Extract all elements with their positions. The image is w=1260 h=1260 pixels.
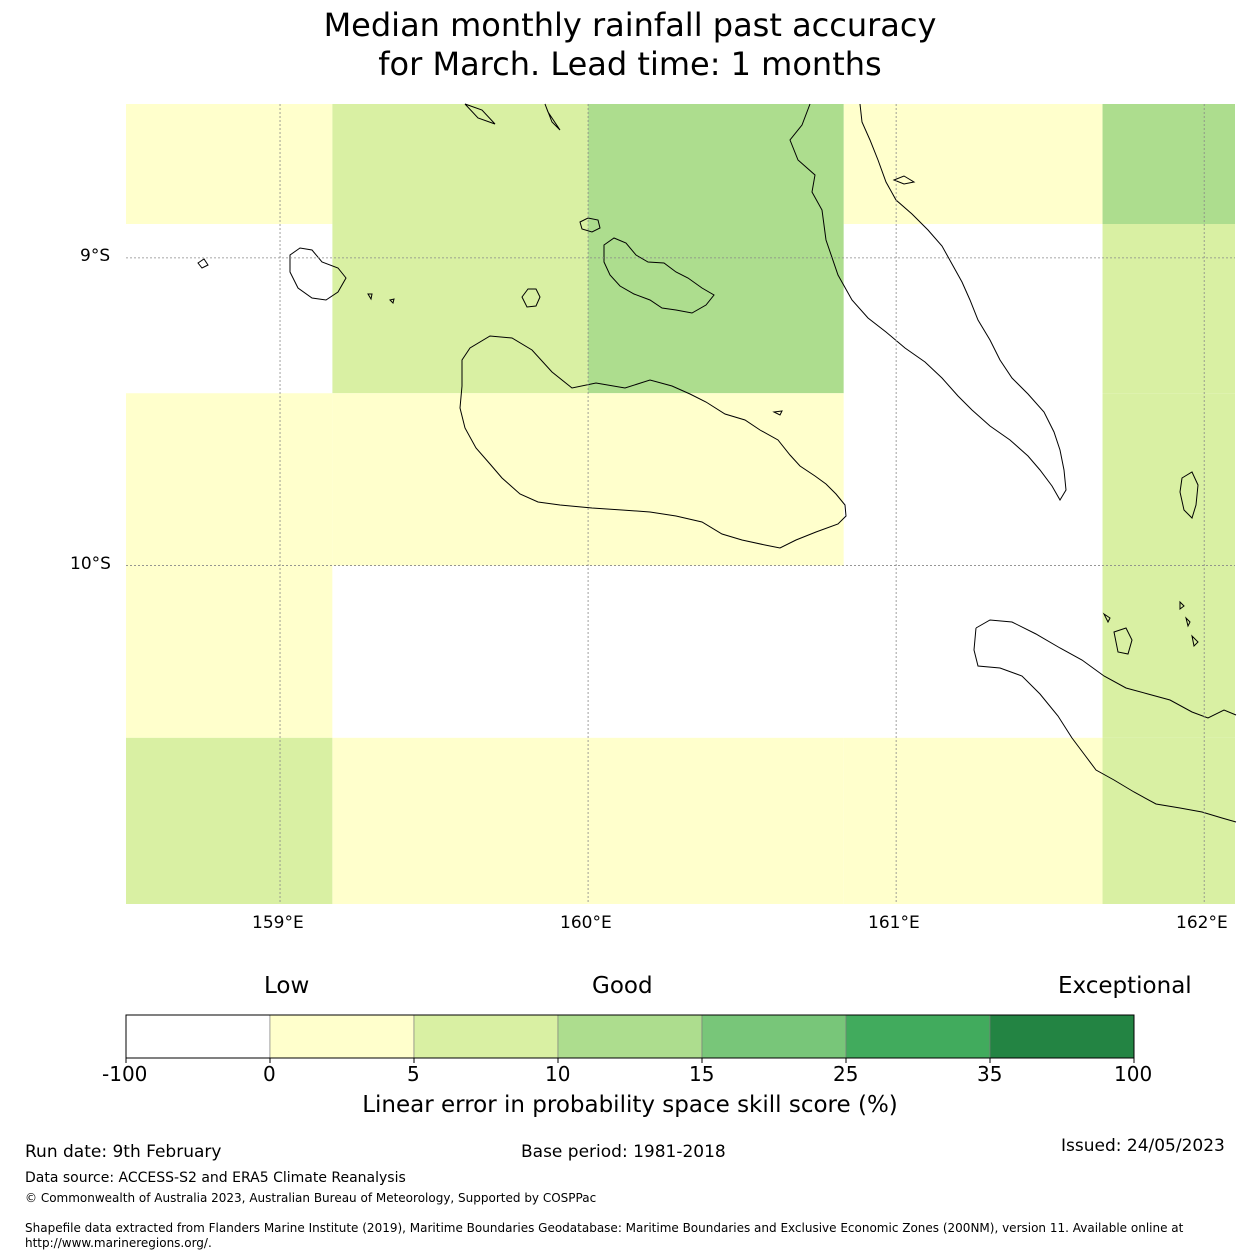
grid-cell xyxy=(126,393,333,566)
grid-cell xyxy=(332,393,589,566)
coastline-makira xyxy=(975,619,1237,719)
grid-cell xyxy=(588,565,844,738)
colorbar-bin xyxy=(413,1014,559,1059)
grid-cell xyxy=(126,737,333,904)
colorbar-tick: 100 xyxy=(1114,1062,1153,1086)
issued-date: Issued: 24/05/2023 xyxy=(1061,1136,1225,1156)
shapefile-credit: Shapefile data extracted from Flanders M… xyxy=(25,1221,1184,1250)
grid-cell xyxy=(1102,565,1235,738)
legend-category-good: Good xyxy=(592,973,653,999)
coastline-small-isle-2 xyxy=(1113,627,1133,655)
colorbar-tick: -100 xyxy=(102,1062,148,1086)
map-svg xyxy=(126,103,1237,904)
colorbar-tick: 15 xyxy=(689,1062,715,1086)
coastline-west-isle xyxy=(197,258,209,269)
coastline-ulawa xyxy=(1179,471,1199,519)
lon-label-159e: 159°E xyxy=(252,913,304,933)
lat-label-10s: 10°S xyxy=(70,554,111,574)
colorbar-border xyxy=(125,1014,1135,1059)
coastline-savo-island xyxy=(521,288,541,308)
data-source: Data source: ACCESS-S2 and ERA5 Climate … xyxy=(25,1170,406,1186)
colorbar-bin xyxy=(557,1014,703,1059)
skill-grid xyxy=(126,104,1235,904)
coastline-florida-islands xyxy=(603,237,715,314)
grid-cell xyxy=(332,565,589,738)
coastline-guadalcanal xyxy=(459,335,847,549)
lon-label-161e: 161°E xyxy=(868,913,920,933)
coastlines xyxy=(197,103,1237,823)
colorbar-tick: 10 xyxy=(545,1062,571,1086)
colorbar-bin xyxy=(989,1014,1135,1059)
colorbar-tick: 5 xyxy=(407,1062,420,1086)
coastline-malaita-west xyxy=(789,103,1067,501)
colorbar-tick: 25 xyxy=(833,1062,859,1086)
legend-category-low: Low xyxy=(264,973,310,999)
colorbar-bin xyxy=(701,1014,847,1059)
graticule xyxy=(126,104,1235,904)
copyright: © Commonwealth of Australia 2023, Austra… xyxy=(25,1191,597,1205)
chart-title-line1: Median monthly rainfall past accuracy xyxy=(323,6,937,44)
colorbar-label: Linear error in probability space skill … xyxy=(362,1092,898,1118)
chart-title-line2: for March. Lead time: 1 months xyxy=(378,45,882,83)
grid-cell xyxy=(588,104,844,224)
grid-cell xyxy=(843,104,1103,224)
coastline-santa-isabel-north xyxy=(464,103,561,131)
grid-cell xyxy=(332,737,589,904)
colorbar-bin xyxy=(269,1014,415,1059)
grid-cell xyxy=(126,104,333,224)
grid-cell xyxy=(1102,393,1235,566)
colorbar-tick: 0 xyxy=(263,1062,276,1086)
grid-cell xyxy=(126,224,333,394)
colorbar-tick: 35 xyxy=(977,1062,1003,1086)
coastline-russell-islands xyxy=(289,247,347,301)
coastline-makira-south xyxy=(973,627,1237,823)
colorbar-bin xyxy=(125,1014,271,1059)
run-date: Run date: 9th February xyxy=(25,1142,222,1162)
coastline-small-isle-3 xyxy=(1102,600,1199,648)
lat-label-9s: 9°S xyxy=(80,246,111,266)
lon-label-160e: 160°E xyxy=(560,913,612,933)
coastline-small-isle-4 xyxy=(367,293,783,416)
base-period: Base period: 1981-2018 xyxy=(521,1142,726,1162)
grid-cell xyxy=(843,393,1103,566)
grid-cell xyxy=(588,393,844,566)
colorbar-bin xyxy=(845,1014,991,1059)
coastline-malaita-islet xyxy=(892,175,916,185)
grid-cell xyxy=(332,224,589,394)
grid-cell xyxy=(588,224,844,394)
grid-cell xyxy=(588,737,844,904)
colorbar xyxy=(125,1014,1135,1063)
grid-cell xyxy=(126,565,333,738)
grid-cell xyxy=(1102,224,1235,394)
legend-category-exceptional: Exceptional xyxy=(1058,973,1192,999)
lon-label-162e: 162°E xyxy=(1176,913,1228,933)
grid-cell xyxy=(1102,104,1235,224)
grid-cell xyxy=(332,104,589,224)
grid-cell xyxy=(1102,737,1235,904)
grid-cell xyxy=(843,565,1103,738)
grid-cell xyxy=(843,737,1103,904)
